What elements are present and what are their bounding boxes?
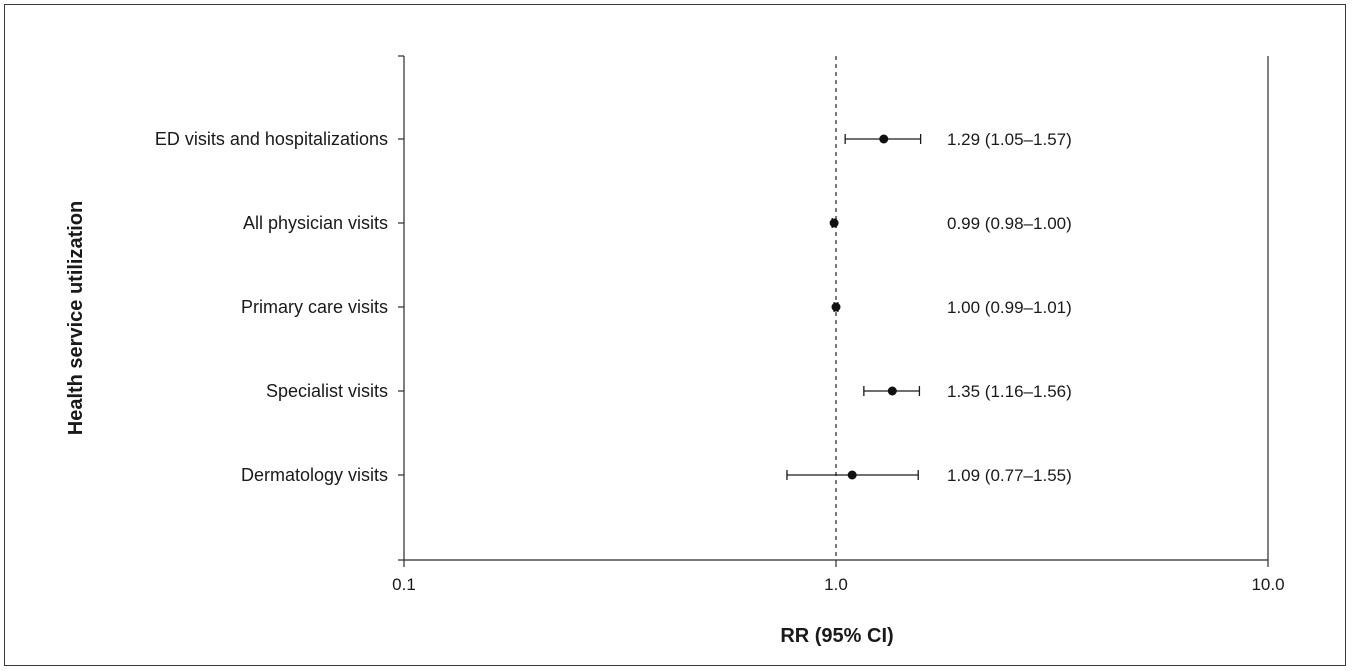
estimate-label: 1.09 (0.77–1.55) (947, 466, 1072, 485)
row-label: Dermatology visits (241, 465, 388, 485)
point-estimate (829, 218, 839, 228)
estimate-label: 1.35 (1.16–1.56) (947, 382, 1072, 401)
point-estimate (831, 302, 841, 312)
point-estimate (879, 134, 889, 144)
x-axis-title: RR (95% CI) (780, 625, 893, 647)
row-label: Specialist visits (266, 381, 388, 401)
estimate-label: 0.99 (0.98–1.00) (947, 214, 1072, 233)
row-label: ED visits and hospitalizations (155, 129, 388, 149)
chart-frame (4, 4, 1346, 666)
x-tick-label: 1.0 (824, 575, 848, 594)
estimate-label: 1.00 (0.99–1.01) (947, 298, 1072, 317)
plot-axes: 0.1 1.0 10.0 ED visits and hospitalizations… (155, 55, 1285, 594)
estimate-label: 1.29 (1.05–1.57) (947, 130, 1072, 149)
x-tick-label: 10.0 (1251, 575, 1284, 594)
row-label: All physician visits (243, 213, 388, 233)
y-axis-title: Health service utilization (65, 201, 87, 436)
point-estimate (887, 386, 897, 396)
plot-marks: 1.29 (1.05–1.57) 0.99 (0.98–1.00) 1.00 (0.… (786, 130, 1072, 485)
x-tick-label: 0.1 (392, 575, 416, 594)
point-estimate (847, 470, 857, 480)
row-label: Primary care visits (241, 297, 388, 317)
